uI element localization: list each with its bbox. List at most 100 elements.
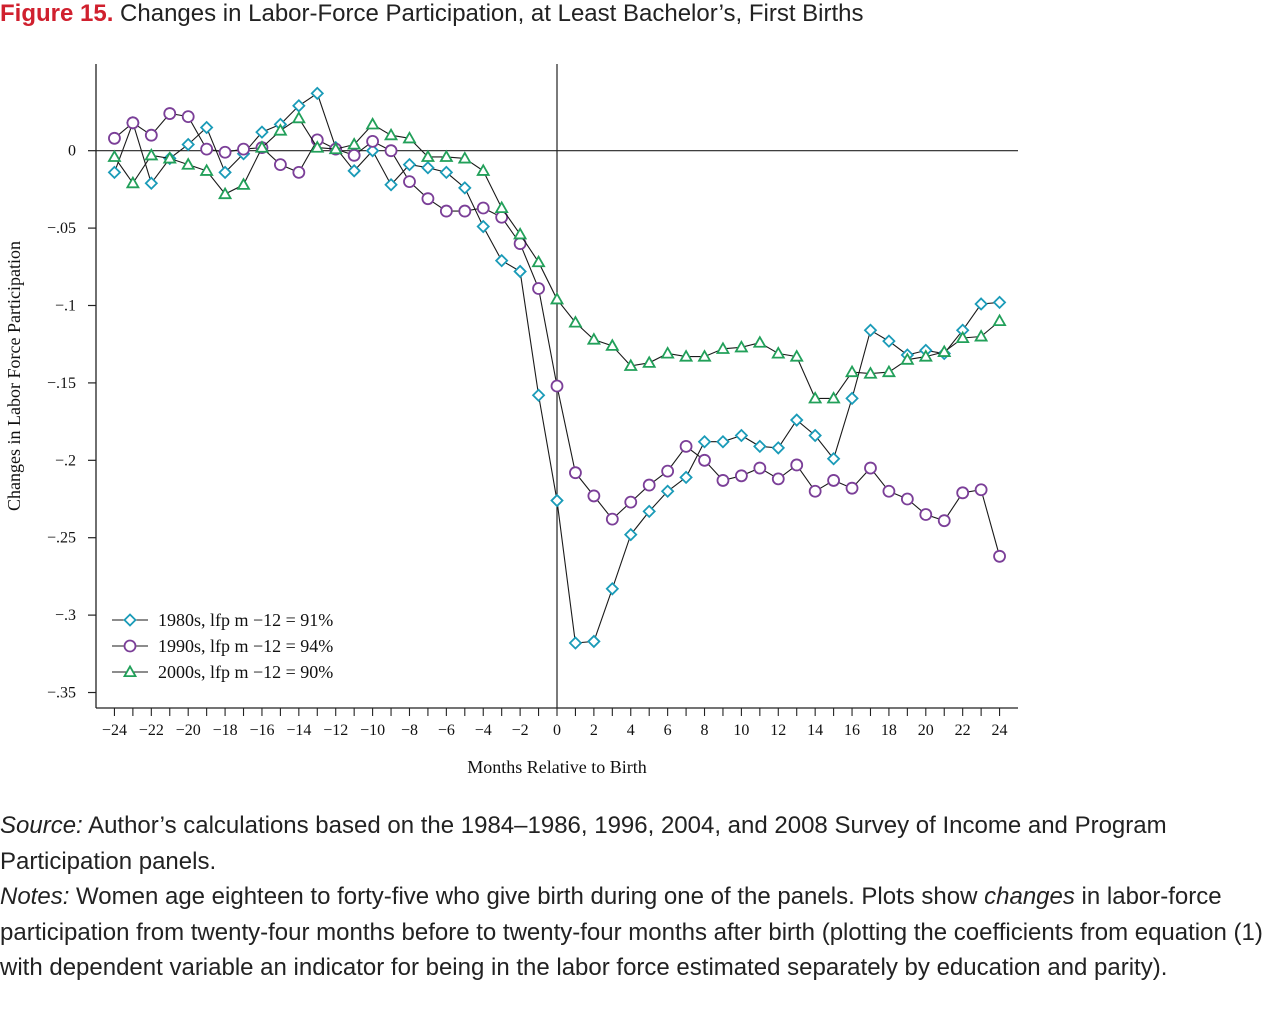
x-tick-label: 14 <box>807 722 823 739</box>
data-point <box>937 514 951 528</box>
data-point <box>844 364 860 378</box>
data-point <box>163 107 177 120</box>
data-point <box>439 149 454 162</box>
data-point <box>826 451 841 466</box>
x-tick-label: −2 <box>512 722 529 739</box>
data-point <box>569 466 582 480</box>
data-point <box>218 186 233 200</box>
data-point <box>199 163 214 176</box>
data-point <box>937 344 952 357</box>
data-point <box>476 201 490 215</box>
series-diamond <box>107 86 1007 650</box>
x-tick-label: −10 <box>360 722 385 739</box>
data-point <box>679 349 694 362</box>
data-point <box>863 366 878 379</box>
notes-text-a: Women age eighteen to forty-five who giv… <box>69 883 985 910</box>
data-point <box>550 493 564 508</box>
figure-label: Figure 15. <box>0 0 114 27</box>
data-point <box>697 434 712 449</box>
data-point <box>882 334 896 348</box>
data-point <box>753 439 767 454</box>
notes-note: Notes: Women age eighteen to forty-five … <box>0 879 1280 986</box>
x-tick-label: −16 <box>249 722 274 739</box>
x-tick-label: 24 <box>992 722 1008 739</box>
y-tick-label: −.2 <box>55 452 76 469</box>
data-point <box>679 470 693 485</box>
data-point <box>107 165 122 180</box>
data-point <box>310 140 325 153</box>
data-point <box>586 332 601 345</box>
legend-marker <box>123 613 137 627</box>
series-circle <box>108 107 1006 563</box>
data-point <box>310 86 325 101</box>
data-point <box>549 291 565 305</box>
data-point <box>716 474 730 487</box>
x-tick-label: −18 <box>213 722 238 739</box>
data-point <box>808 391 823 404</box>
data-point <box>864 461 877 475</box>
data-point <box>642 504 656 519</box>
data-point <box>992 295 1007 310</box>
data-point <box>162 151 177 164</box>
data-point <box>550 379 564 393</box>
data-point <box>403 175 416 189</box>
data-point <box>513 264 527 279</box>
data-point <box>458 181 472 195</box>
data-point <box>845 481 859 495</box>
data-point <box>790 458 804 472</box>
series-triangle <box>107 110 1007 404</box>
data-point <box>624 495 638 509</box>
data-point <box>605 582 620 596</box>
data-point <box>125 175 140 189</box>
data-point <box>642 355 657 368</box>
data-point <box>531 254 546 268</box>
data-point <box>420 149 435 162</box>
data-point <box>254 140 270 153</box>
data-point <box>273 158 287 172</box>
data-point <box>218 165 232 180</box>
source-note: Source: Author’s calculations based on t… <box>0 808 1280 879</box>
data-point <box>771 346 786 359</box>
y-tick-label: −.05 <box>47 220 76 237</box>
notes-lead: Notes: <box>0 883 70 910</box>
data-point <box>513 226 528 240</box>
data-point <box>181 157 196 170</box>
data-point <box>900 352 915 365</box>
data-point <box>697 349 712 362</box>
chart-legend: 1980s, lfp m −12 = 91% 1990s, lfp m −12 =… <box>112 610 333 682</box>
source-lead: Source: <box>0 812 83 839</box>
y-tick-label: −.3 <box>55 607 76 624</box>
data-point <box>715 341 731 354</box>
data-point <box>383 127 399 141</box>
data-point <box>107 149 122 162</box>
data-point <box>144 148 159 161</box>
data-point <box>863 323 878 338</box>
data-point <box>956 486 970 500</box>
data-point <box>402 157 417 172</box>
data-point <box>328 141 343 155</box>
x-tick-label: 18 <box>881 722 897 739</box>
x-axis-label: Months Relative to Birth <box>467 757 647 777</box>
data-point <box>587 489 601 503</box>
x-tick-label: −6 <box>438 722 455 739</box>
data-point <box>992 313 1007 327</box>
legend-label: 2000s, lfp m −12 = 90% <box>158 662 333 682</box>
data-point <box>494 253 509 268</box>
x-tick-label: −4 <box>475 722 492 739</box>
notes-text-b: in labor-force participation from twenty… <box>0 883 1263 981</box>
data-point <box>955 330 970 344</box>
x-tick-label: 0 <box>553 722 561 739</box>
x-tick-label: 8 <box>701 722 709 739</box>
data-point <box>144 128 158 142</box>
x-tick-label: 12 <box>770 722 786 739</box>
data-point <box>531 388 546 403</box>
y-tick-label: −.35 <box>47 685 76 702</box>
data-point <box>366 135 380 148</box>
data-point <box>457 151 472 164</box>
data-point <box>439 165 454 180</box>
data-point <box>347 148 361 162</box>
x-tick-label: 4 <box>627 722 635 739</box>
x-tick-label: 16 <box>844 722 860 739</box>
x-tick-label: 6 <box>664 722 672 739</box>
y-tick-label: −.15 <box>47 375 76 392</box>
